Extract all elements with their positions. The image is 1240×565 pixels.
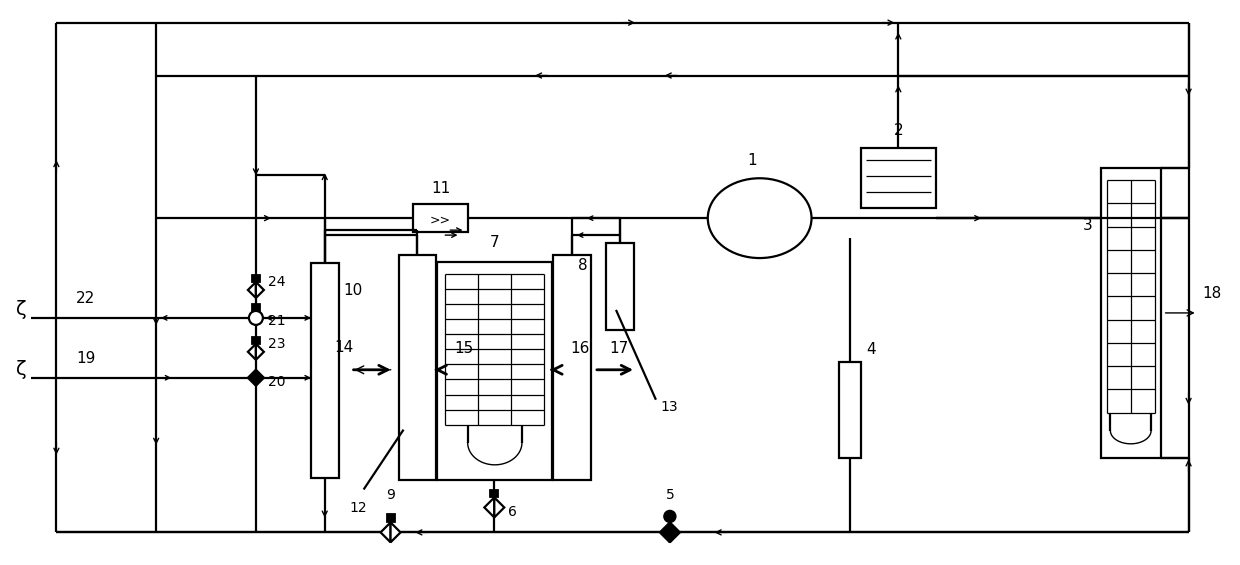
Text: 17: 17 — [609, 341, 629, 356]
Text: ζ: ζ — [16, 360, 27, 379]
Polygon shape — [255, 370, 264, 386]
Polygon shape — [248, 370, 255, 386]
Bar — [553, 255, 591, 480]
Polygon shape — [248, 282, 255, 298]
Bar — [398, 255, 436, 480]
Ellipse shape — [708, 178, 811, 258]
Bar — [1101, 168, 1161, 458]
Polygon shape — [381, 523, 391, 542]
Polygon shape — [248, 344, 255, 360]
Bar — [387, 514, 394, 523]
Bar — [606, 243, 634, 330]
Bar — [490, 490, 498, 497]
Text: 13: 13 — [661, 399, 678, 414]
Text: 7: 7 — [490, 235, 500, 250]
Text: 19: 19 — [77, 351, 95, 366]
Circle shape — [663, 510, 676, 523]
Circle shape — [249, 311, 263, 325]
Polygon shape — [495, 497, 505, 518]
Text: 16: 16 — [570, 341, 589, 356]
Text: 15: 15 — [454, 341, 474, 356]
Polygon shape — [391, 523, 401, 542]
Text: 20: 20 — [268, 375, 285, 389]
Text: 9: 9 — [386, 489, 396, 502]
Bar — [311, 263, 339, 477]
Bar — [252, 337, 260, 344]
Bar — [252, 275, 260, 282]
Text: 2: 2 — [894, 123, 903, 138]
Bar — [839, 362, 862, 458]
Text: 21: 21 — [268, 314, 285, 328]
Text: 6: 6 — [508, 506, 517, 519]
Text: 12: 12 — [350, 502, 367, 515]
Polygon shape — [255, 282, 264, 298]
Polygon shape — [255, 344, 264, 360]
Text: ζ: ζ — [16, 301, 27, 319]
Text: 18: 18 — [1203, 286, 1221, 301]
Text: 10: 10 — [343, 283, 363, 298]
Text: 1: 1 — [746, 153, 756, 168]
Text: 4: 4 — [867, 342, 875, 357]
Text: 11: 11 — [430, 181, 450, 196]
Text: 8: 8 — [578, 258, 588, 273]
Bar — [862, 149, 936, 208]
Bar — [438, 262, 552, 480]
Text: >>: >> — [430, 214, 451, 227]
Text: 5: 5 — [666, 489, 675, 502]
Text: 22: 22 — [77, 291, 95, 306]
Bar — [252, 304, 260, 311]
Text: 24: 24 — [268, 275, 285, 289]
Bar — [413, 204, 469, 232]
Polygon shape — [660, 523, 670, 542]
Text: 14: 14 — [334, 340, 353, 355]
Polygon shape — [670, 523, 680, 542]
Polygon shape — [485, 497, 495, 518]
Text: 23: 23 — [268, 337, 285, 351]
Text: 3: 3 — [1083, 218, 1092, 233]
